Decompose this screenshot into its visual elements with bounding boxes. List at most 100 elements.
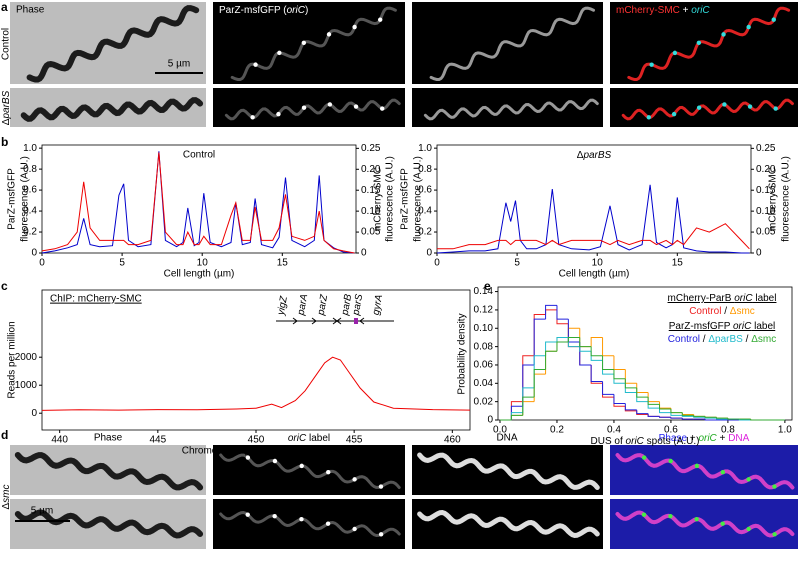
column-title-part: + — [717, 433, 728, 444]
y2-axis-label: fluorescence (A.U.) — [385, 156, 396, 242]
x-tick-label: 445 — [149, 435, 166, 446]
panel-label: b — [1, 135, 8, 149]
x-axis-label: Chromosome position (kilobases) — [182, 446, 330, 457]
spot — [377, 17, 383, 22]
histogram-bin — [636, 387, 649, 398]
histogram-bin — [670, 412, 683, 416]
column-title: ParZ-msfGFP (oriC) — [219, 5, 308, 16]
spot — [272, 514, 277, 519]
histogram-bin — [716, 417, 728, 419]
column-title-part: DNA — [728, 433, 749, 444]
cell — [230, 6, 397, 81]
histogram-bin — [647, 392, 660, 403]
y2-tick-label: 0.15 — [756, 185, 776, 196]
legend-separator: / — [743, 334, 751, 345]
y2-tick-label: 0.10 — [361, 206, 381, 217]
plot-frame — [41, 144, 357, 254]
data-line — [41, 152, 355, 254]
panel-label: a — [1, 0, 8, 14]
spot — [301, 40, 307, 45]
spot — [720, 469, 726, 475]
row-label: Δsmc — [1, 484, 12, 509]
y-tick-label: 0.8 — [23, 164, 37, 175]
y2-tick-label: 0.25 — [756, 143, 776, 154]
histogram-bin — [590, 364, 603, 384]
y-tick-label: 0.2 — [418, 227, 432, 238]
histogram-bin — [602, 383, 614, 398]
spot — [773, 106, 778, 111]
spot — [720, 521, 725, 526]
spot — [378, 484, 384, 489]
histogram-bin — [647, 413, 660, 417]
histogram-bin — [693, 415, 706, 417]
histogram-bin — [613, 369, 626, 380]
histogram-bin — [579, 328, 592, 348]
cell — [26, 5, 200, 83]
column-title-part: oriC — [691, 5, 710, 16]
histogram-bin — [545, 341, 557, 356]
gene-label: parS — [351, 293, 366, 317]
y-axis-label: Reads per million — [7, 321, 18, 398]
spot — [299, 463, 304, 469]
legend-entry: Control / Δsmc — [689, 306, 755, 317]
spot — [694, 463, 700, 469]
spot — [649, 62, 654, 67]
cell — [417, 452, 600, 490]
cell — [423, 98, 599, 121]
column-title-part: + — [680, 5, 691, 16]
histogram-bin — [613, 394, 626, 404]
legend-name: Control — [689, 306, 721, 317]
data-line — [41, 151, 355, 254]
y2-tick-label: 0 — [756, 248, 762, 259]
y-tick-label: 2000 — [15, 352, 38, 363]
histogram-bin — [567, 319, 580, 343]
histogram-bin — [533, 369, 546, 398]
y2-tick-label: 0.05 — [361, 227, 381, 238]
x-tick-label: 440 — [51, 435, 68, 446]
histogram-bin — [681, 412, 694, 415]
y-tick-label: 0.04 — [474, 378, 494, 389]
y2-tick-label: 0.10 — [756, 206, 776, 217]
cell — [20, 97, 204, 122]
x-axis-label-part: spots (A.U.) — [644, 436, 700, 447]
scale-bar-label: 5 µm — [168, 59, 190, 70]
spot — [646, 115, 652, 120]
legend-title-part: label — [753, 293, 777, 304]
gene-arrow — [292, 317, 298, 325]
gene-label: parA — [296, 293, 311, 317]
y-tick-label: 0.10 — [474, 323, 494, 334]
histogram-bin — [545, 350, 557, 370]
histogram-bin — [533, 318, 546, 365]
histogram-bin — [556, 336, 569, 343]
column-title-part: ParZ-msfGFP ( — [219, 5, 287, 16]
histogram-bin — [750, 419, 763, 421]
y-axis-label: Probability density — [457, 313, 468, 394]
histogram-bin — [567, 323, 580, 348]
legend-title-part: label — [751, 321, 775, 332]
spot — [352, 477, 357, 482]
cell — [219, 510, 401, 538]
histogram-bin — [545, 350, 557, 375]
legend-separator: / — [700, 334, 708, 345]
x-tick-label: 0.2 — [550, 425, 564, 436]
histogram-bin — [510, 414, 523, 420]
x-tick-label: 0.4 — [607, 425, 621, 436]
y-tick-label: 0.8 — [418, 164, 432, 175]
histogram-bin — [704, 419, 717, 421]
spot — [671, 111, 677, 117]
legend-title: mCherry-ParB oriC label — [668, 293, 777, 304]
y-tick-label: 0.02 — [474, 396, 494, 407]
spot — [746, 477, 751, 482]
histogram-bin — [510, 412, 523, 420]
spot — [380, 106, 385, 111]
spot — [721, 32, 726, 37]
spot — [722, 102, 727, 107]
column-title-part: label — [306, 433, 330, 444]
legend-title-part: mCherry-ParB — [668, 293, 735, 304]
cell — [14, 452, 204, 491]
column-title: Phase — [16, 5, 45, 16]
y2-tick-label: 0.05 — [756, 227, 776, 238]
x-tick-label: 0.8 — [721, 425, 735, 436]
x-tick-label: 5 — [119, 258, 125, 269]
histogram-bin — [567, 327, 580, 338]
